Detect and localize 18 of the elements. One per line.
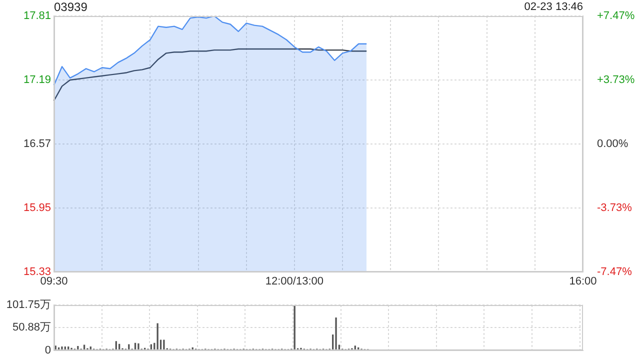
x-tick-label: 12:00/13:00 bbox=[265, 276, 324, 288]
y2-tick-label: -3.73% bbox=[597, 202, 632, 214]
y-tick-label: 16.57 bbox=[23, 138, 51, 150]
y2-tick-label: -7.47% bbox=[597, 266, 632, 278]
y-tick-label: 0 bbox=[44, 344, 51, 356]
y2-tick-label: 0.00% bbox=[597, 138, 628, 150]
y-tick-label: 15.95 bbox=[23, 202, 51, 214]
x-tick-label: 16:00 bbox=[569, 276, 597, 288]
y-tick-label: 17.19 bbox=[23, 74, 51, 86]
y2-tick-label: +3.73% bbox=[597, 74, 635, 86]
y2-tick-label: +7.47% bbox=[597, 10, 635, 22]
y-tick-label: 17.81 bbox=[23, 10, 51, 22]
y-tick-label: 101.75万 bbox=[6, 299, 51, 312]
x-tick-label: 09:30 bbox=[40, 276, 68, 288]
y-tick-label: 15.33 bbox=[23, 266, 51, 278]
chart-title: 03939 bbox=[54, 0, 88, 14]
chart-subtitle: 02-23 13:46 bbox=[524, 1, 583, 13]
y-tick-label: 50.88万 bbox=[12, 322, 51, 334]
